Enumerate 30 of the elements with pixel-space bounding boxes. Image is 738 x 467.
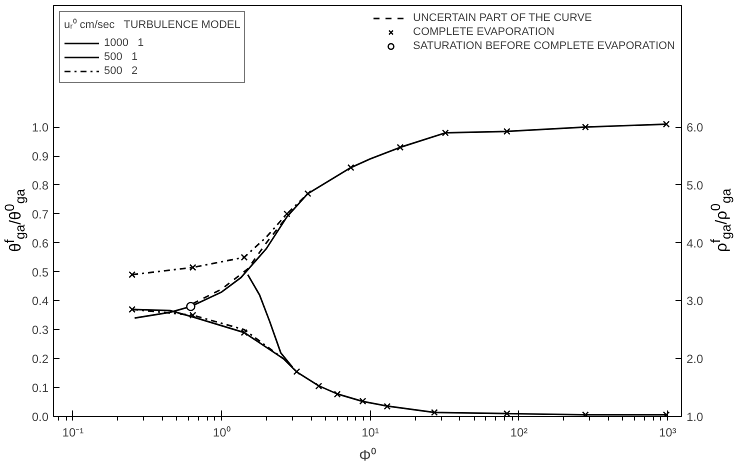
y2-tick-label: 6.0 [686,120,704,135]
y-tick-label: 0.0 [32,410,49,424]
legend-label: 500 1 [104,50,138,64]
legend-label: SATURATION BEFORE COMPLETE EVAPORATION [413,39,675,53]
y-tick-label: 0.6 [32,236,49,250]
y2-tick-label: 1.0 [686,410,704,424]
x-axis-title: Φ⁰ [359,448,376,464]
y-tick-label: 1.0 [32,120,49,135]
y2-tick-label: 3.0 [686,294,704,308]
legend-label: UNCERTAIN PART OF THE CURVE [413,11,592,25]
y-tick-label: 0.7 [32,207,49,222]
x-tick-label: 10³ [658,426,676,440]
x-tick-label: 10⁻¹ [62,426,84,440]
x-tick-label: 10² [510,426,528,440]
y-tick-label: 0.9 [32,150,49,164]
y-tick-label: 0.3 [32,323,49,338]
x-tick-label: 10¹ [362,426,379,440]
y2-tick-label: 4.0 [686,236,704,250]
y-tick-label: 0.1 [32,381,49,396]
legend-label: 1000 1 [104,36,144,50]
legend-label: COMPLETE EVAPORATION [413,25,554,39]
y-tick-label: 0.8 [32,178,49,192]
y2-tick-label: 5.0 [686,178,704,192]
legend-label: 500 2 [104,64,138,78]
x-tick-label: 10⁰ [212,426,230,440]
y-tick-label: 0.4 [32,294,49,308]
y-tick-label: 0.5 [32,265,49,280]
y2-tick-label: 2.0 [686,352,704,366]
legend-title: uᵣ⁰ cm/sec TURBULENCE MODEL [64,18,240,31]
y-tick-label: 0.2 [32,352,49,366]
